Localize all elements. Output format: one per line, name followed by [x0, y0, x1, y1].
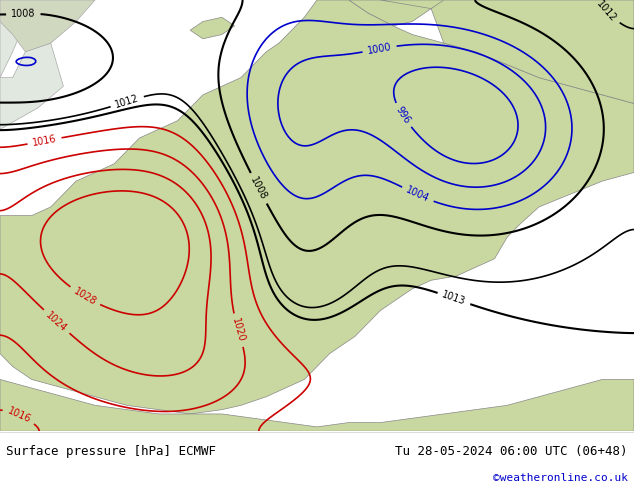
Text: 1016: 1016 — [32, 134, 58, 148]
Polygon shape — [0, 0, 38, 77]
Polygon shape — [0, 379, 634, 431]
FancyBboxPatch shape — [0, 431, 634, 490]
Text: 1008: 1008 — [249, 175, 269, 201]
Polygon shape — [0, 0, 634, 414]
Text: 1000: 1000 — [366, 42, 392, 56]
Text: 996: 996 — [394, 105, 412, 126]
Text: 1024: 1024 — [44, 310, 69, 334]
Text: Surface pressure [hPa] ECMWF: Surface pressure [hPa] ECMWF — [6, 445, 216, 458]
Polygon shape — [0, 0, 95, 52]
Text: 1028: 1028 — [72, 286, 98, 307]
Text: 1020: 1020 — [230, 317, 247, 343]
Text: 1004: 1004 — [404, 185, 431, 204]
Text: 1012: 1012 — [595, 0, 618, 24]
Text: 1013: 1013 — [441, 290, 467, 307]
Text: 1016: 1016 — [6, 406, 32, 425]
Polygon shape — [349, 0, 444, 26]
Text: 1008: 1008 — [11, 8, 36, 19]
Polygon shape — [0, 43, 63, 129]
Polygon shape — [190, 17, 235, 39]
Polygon shape — [380, 0, 456, 9]
Polygon shape — [431, 0, 634, 103]
Text: Tu 28-05-2024 06:00 UTC (06+48): Tu 28-05-2024 06:00 UTC (06+48) — [395, 445, 628, 458]
Text: 1012: 1012 — [114, 93, 141, 110]
Text: ©weatheronline.co.uk: ©weatheronline.co.uk — [493, 473, 628, 483]
